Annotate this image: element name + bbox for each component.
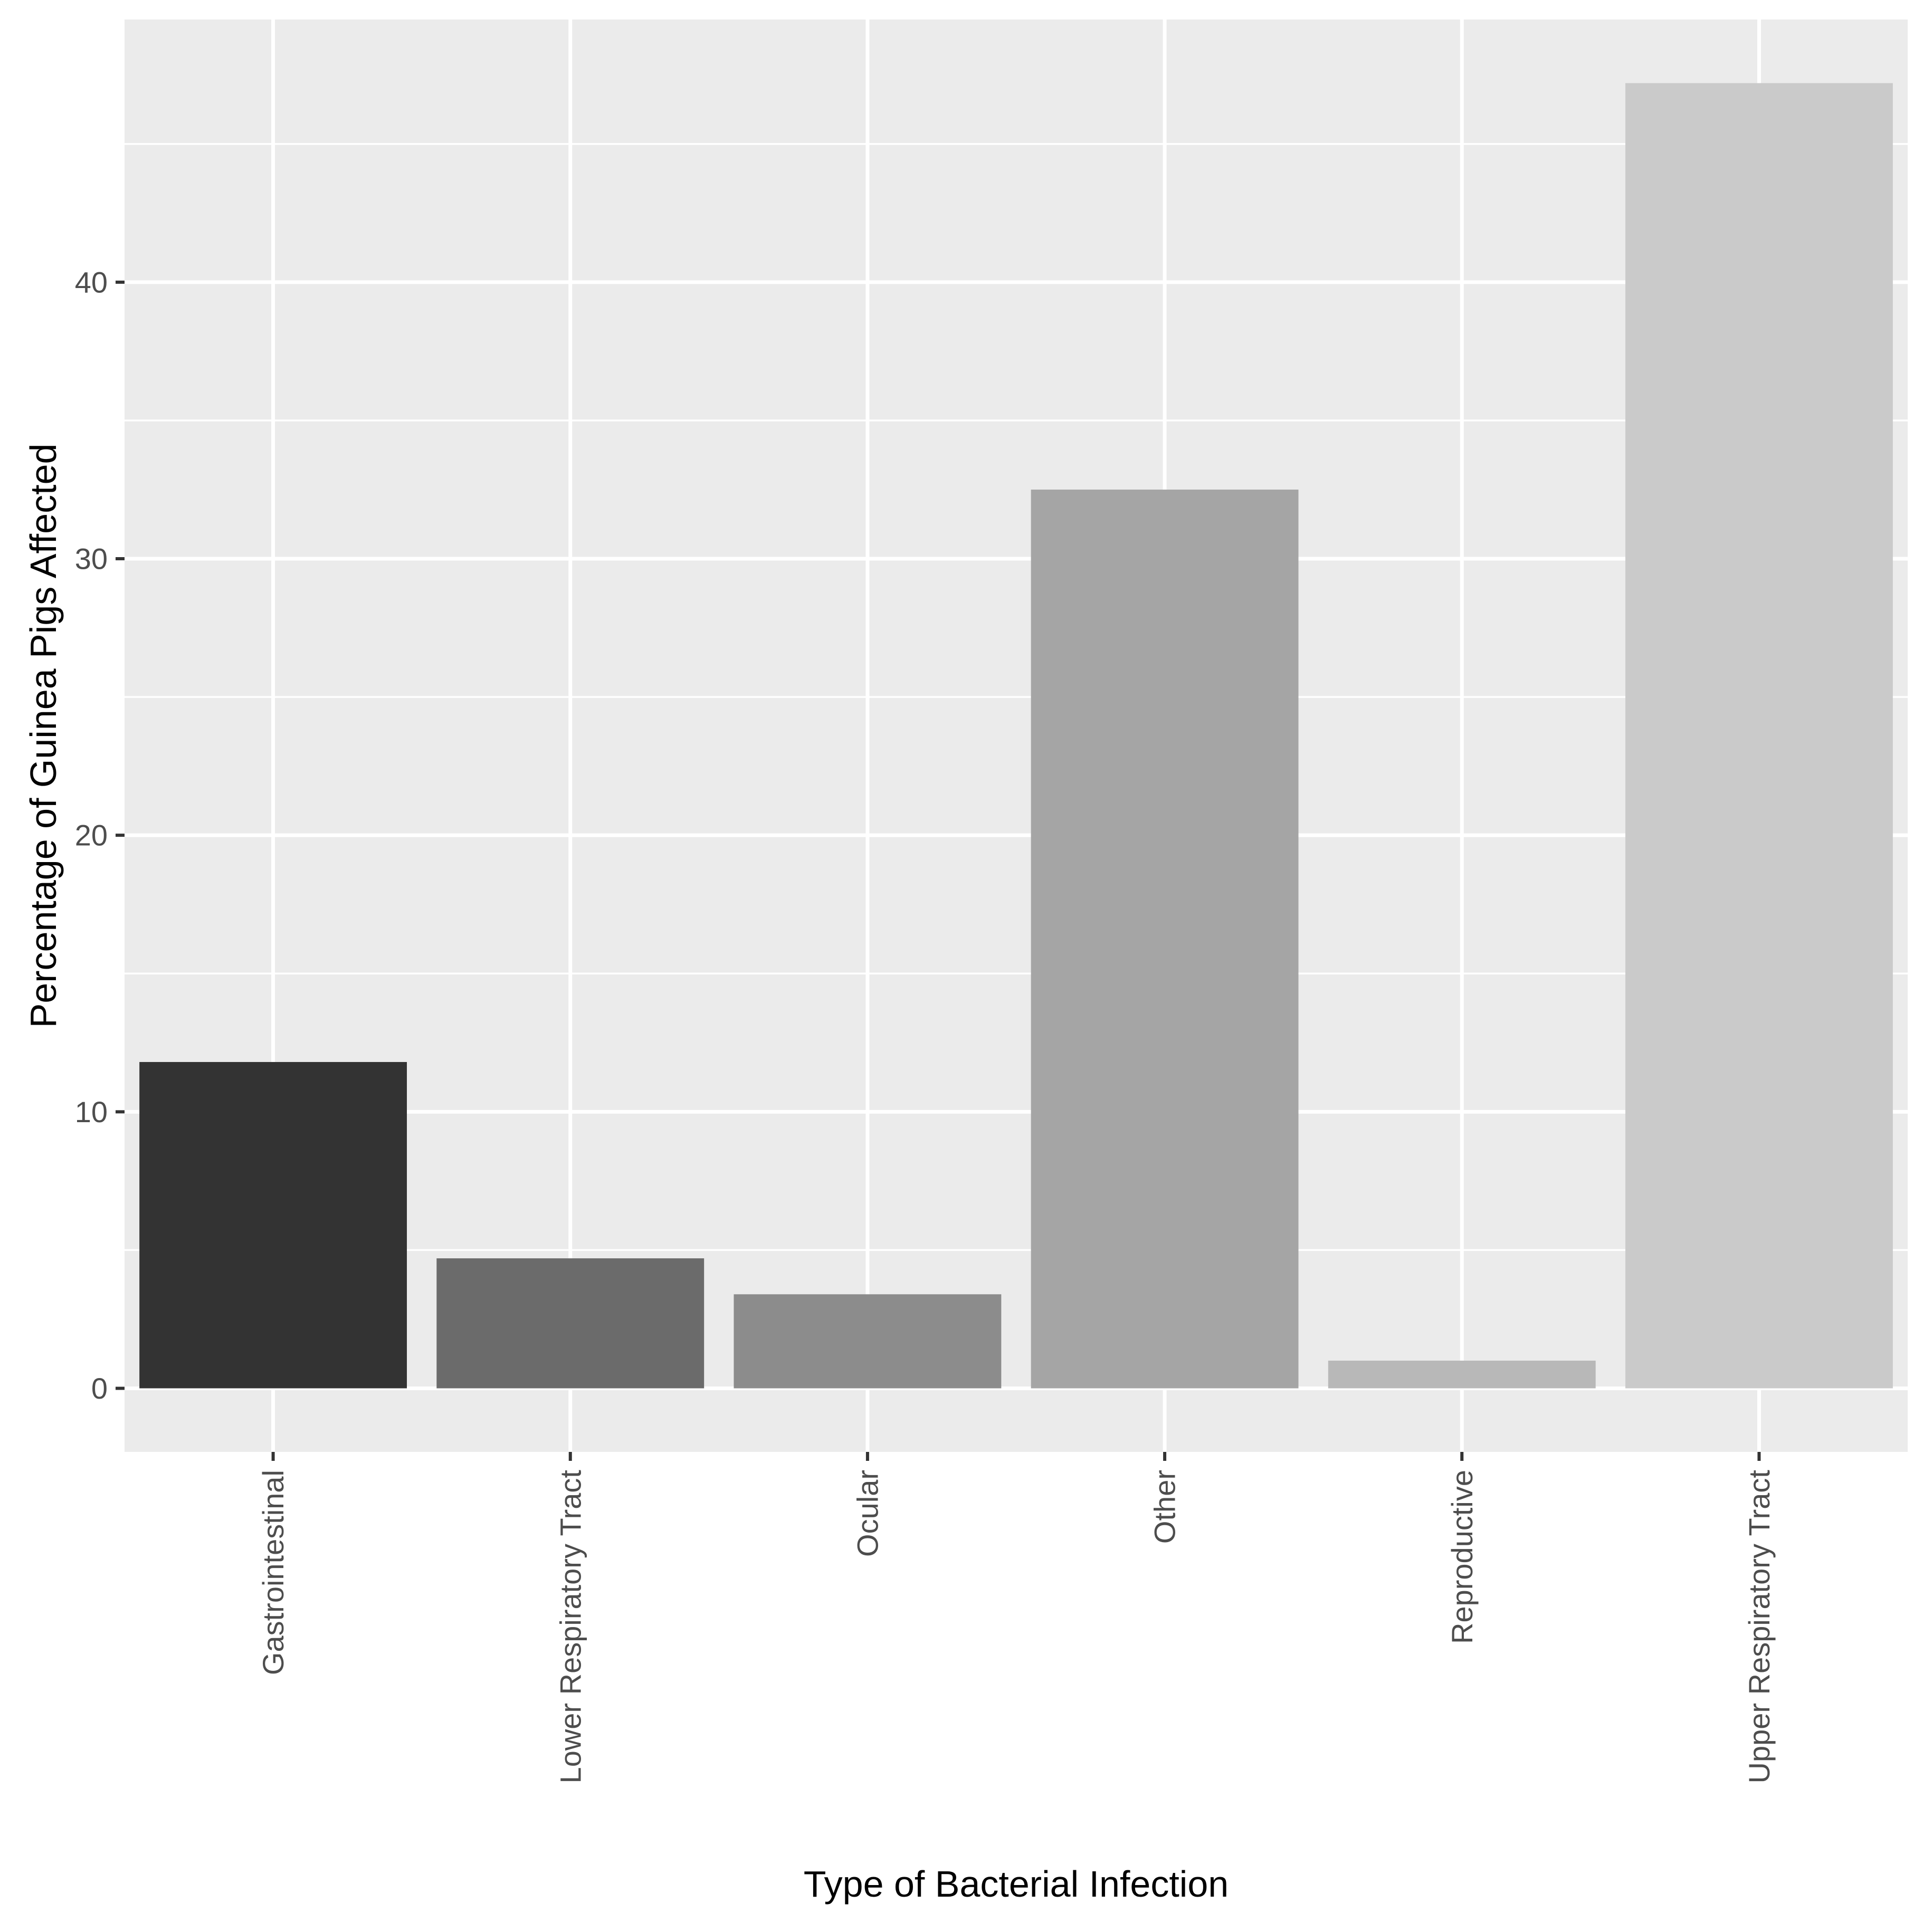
x-tick-label: Ocular: [851, 1470, 884, 1557]
y-tick-label: 0: [91, 1372, 108, 1405]
bars: [139, 83, 1893, 1389]
x-tick-label: Reproductive: [1445, 1470, 1479, 1644]
y-axis-title: Percentage of Guinea Pigs Affected: [23, 444, 64, 1028]
bar-reproductive: [1328, 1361, 1596, 1389]
bar-lower-respiratory-tract: [436, 1258, 705, 1389]
y-axis: 0 10 20 30 40: [75, 265, 125, 1405]
y-tick-label: 30: [75, 542, 108, 576]
y-tick-label: 20: [75, 819, 108, 852]
y-tick-label: 40: [75, 265, 108, 299]
y-tick-label: 10: [75, 1095, 108, 1128]
x-tick-label: Lower Respiratory Tract: [554, 1470, 587, 1784]
x-axis-title: Type of Bacterial Infection: [804, 1863, 1229, 1905]
bar-gastrointestinal: [139, 1061, 407, 1389]
plot-panel: [125, 20, 1908, 1452]
x-tick-label: Gastrointestinal: [256, 1470, 290, 1675]
x-axis: Gastrointestinal Lower Respiratory Tract O…: [256, 1452, 1776, 1783]
grid-minor: [125, 143, 1908, 1251]
bar-ocular: [734, 1294, 1002, 1389]
bar-upper-respiratory-tract: [1625, 83, 1893, 1389]
bar-other: [1031, 490, 1299, 1389]
x-tick-label: Upper Respiratory Tract: [1743, 1470, 1776, 1784]
x-tick-label: Other: [1148, 1470, 1182, 1544]
